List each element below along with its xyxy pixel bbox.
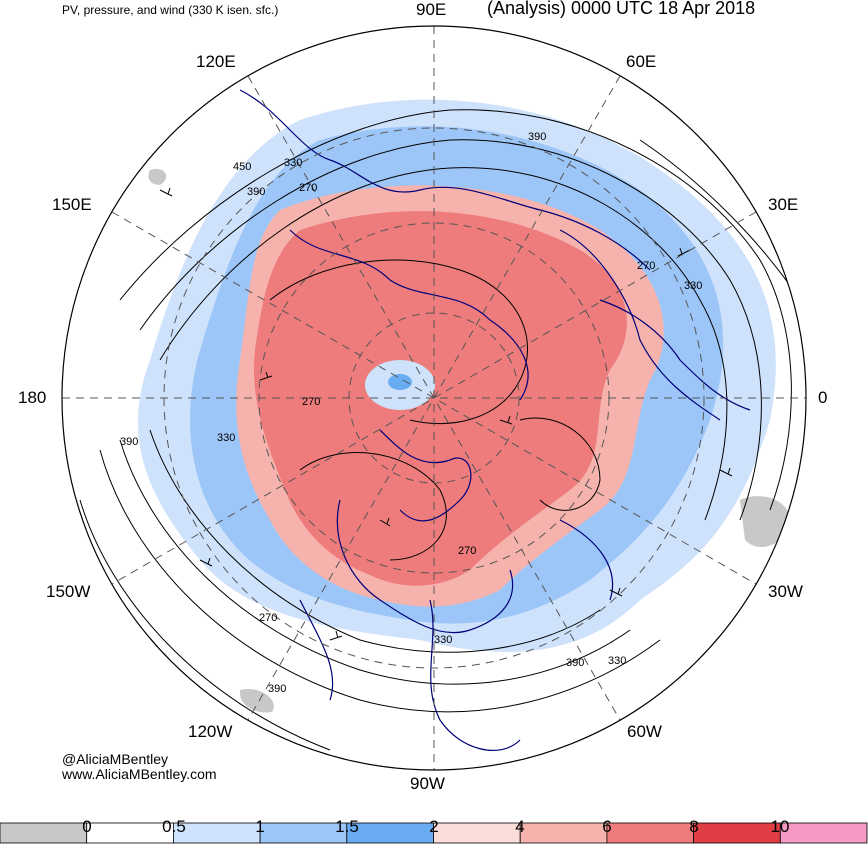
map-border xyxy=(61,25,807,771)
lon-label-150e: 150E xyxy=(52,195,92,214)
contour-label: 270 xyxy=(259,612,278,624)
pressure-contours xyxy=(79,109,801,751)
contour-label: 330 xyxy=(284,157,303,169)
lon-label-120e: 120E xyxy=(196,52,236,71)
contour-label: 330 xyxy=(684,280,703,292)
contour-label: 270 xyxy=(458,545,477,557)
lon-label-150w: 150W xyxy=(46,582,91,601)
colorbar-tick-label: 4 xyxy=(515,817,525,836)
colorbar-tick-label: 1 xyxy=(255,817,265,836)
credit-handle: @AliciaMBentley xyxy=(62,751,169,767)
colorbar-swatch xyxy=(606,822,695,844)
colorbar-swatch xyxy=(86,822,174,844)
contour-label: 330 xyxy=(434,634,453,646)
lon-label-90w: 90W xyxy=(410,774,445,793)
wind-barbs xyxy=(159,187,733,641)
map-fields xyxy=(79,89,801,751)
colorbar-tick-label: 6 xyxy=(602,817,612,836)
contour-label: 390 xyxy=(566,657,585,669)
graticule xyxy=(62,26,806,770)
contour-label: 330 xyxy=(217,432,236,444)
colorbar-swatch xyxy=(172,822,261,844)
credit-website: www.AliciaMBentley.com xyxy=(62,766,217,782)
lon-label-30w: 30W xyxy=(768,582,803,601)
contour-label: 270 xyxy=(299,182,318,194)
contour-label: 390 xyxy=(528,131,547,143)
colorbar-swatch xyxy=(519,822,608,844)
lon-label-180: 180 xyxy=(18,388,47,407)
terrain-patch xyxy=(148,168,167,185)
contour-label: 390 xyxy=(268,683,287,695)
contour-label: 270 xyxy=(302,396,321,408)
contour-label: 450 xyxy=(233,161,252,173)
lon-label-30e: 30E xyxy=(768,195,799,214)
colorbar-tick-label: 10 xyxy=(770,817,790,836)
contour-label: 390 xyxy=(247,186,266,198)
terrain-patch xyxy=(740,496,790,548)
coastlines xyxy=(239,89,751,751)
colorbar-tick-label: 1.5 xyxy=(335,817,359,836)
colorbar-swatch xyxy=(433,822,521,844)
contour-label: 270 xyxy=(637,260,656,272)
colorbar-swatch xyxy=(259,822,348,844)
lon-label-120w: 120W xyxy=(188,722,233,741)
lon-label-60w: 60W xyxy=(627,722,662,741)
contour-label: 390 xyxy=(120,436,139,448)
colorbar-tick-label: 8 xyxy=(689,817,699,836)
pv-center-core xyxy=(388,374,412,390)
colorbar-swatch xyxy=(0,822,88,844)
colorbar xyxy=(0,822,868,844)
colorbar-tick-label: 0.5 xyxy=(162,817,186,836)
colorbar-swatch xyxy=(346,822,434,844)
colorbar-swatch xyxy=(779,822,868,844)
colorbar-tick-label: 0 xyxy=(82,817,92,836)
valid-time-title: (Analysis) 0000 UTC 18 Apr 2018 xyxy=(487,0,756,18)
lon-label-0: 0 xyxy=(818,388,828,407)
contour-label: 330 xyxy=(608,655,627,667)
product-title: PV, pressure, and wind (330 K isen. sfc.… xyxy=(62,3,279,17)
lon-label-60e: 60E xyxy=(626,52,657,71)
colorbar-tick-label: 2 xyxy=(429,817,439,836)
terrain-patch xyxy=(239,689,274,713)
colorbar-swatch xyxy=(693,822,781,844)
lon-label-90e: 90E xyxy=(416,0,447,19)
